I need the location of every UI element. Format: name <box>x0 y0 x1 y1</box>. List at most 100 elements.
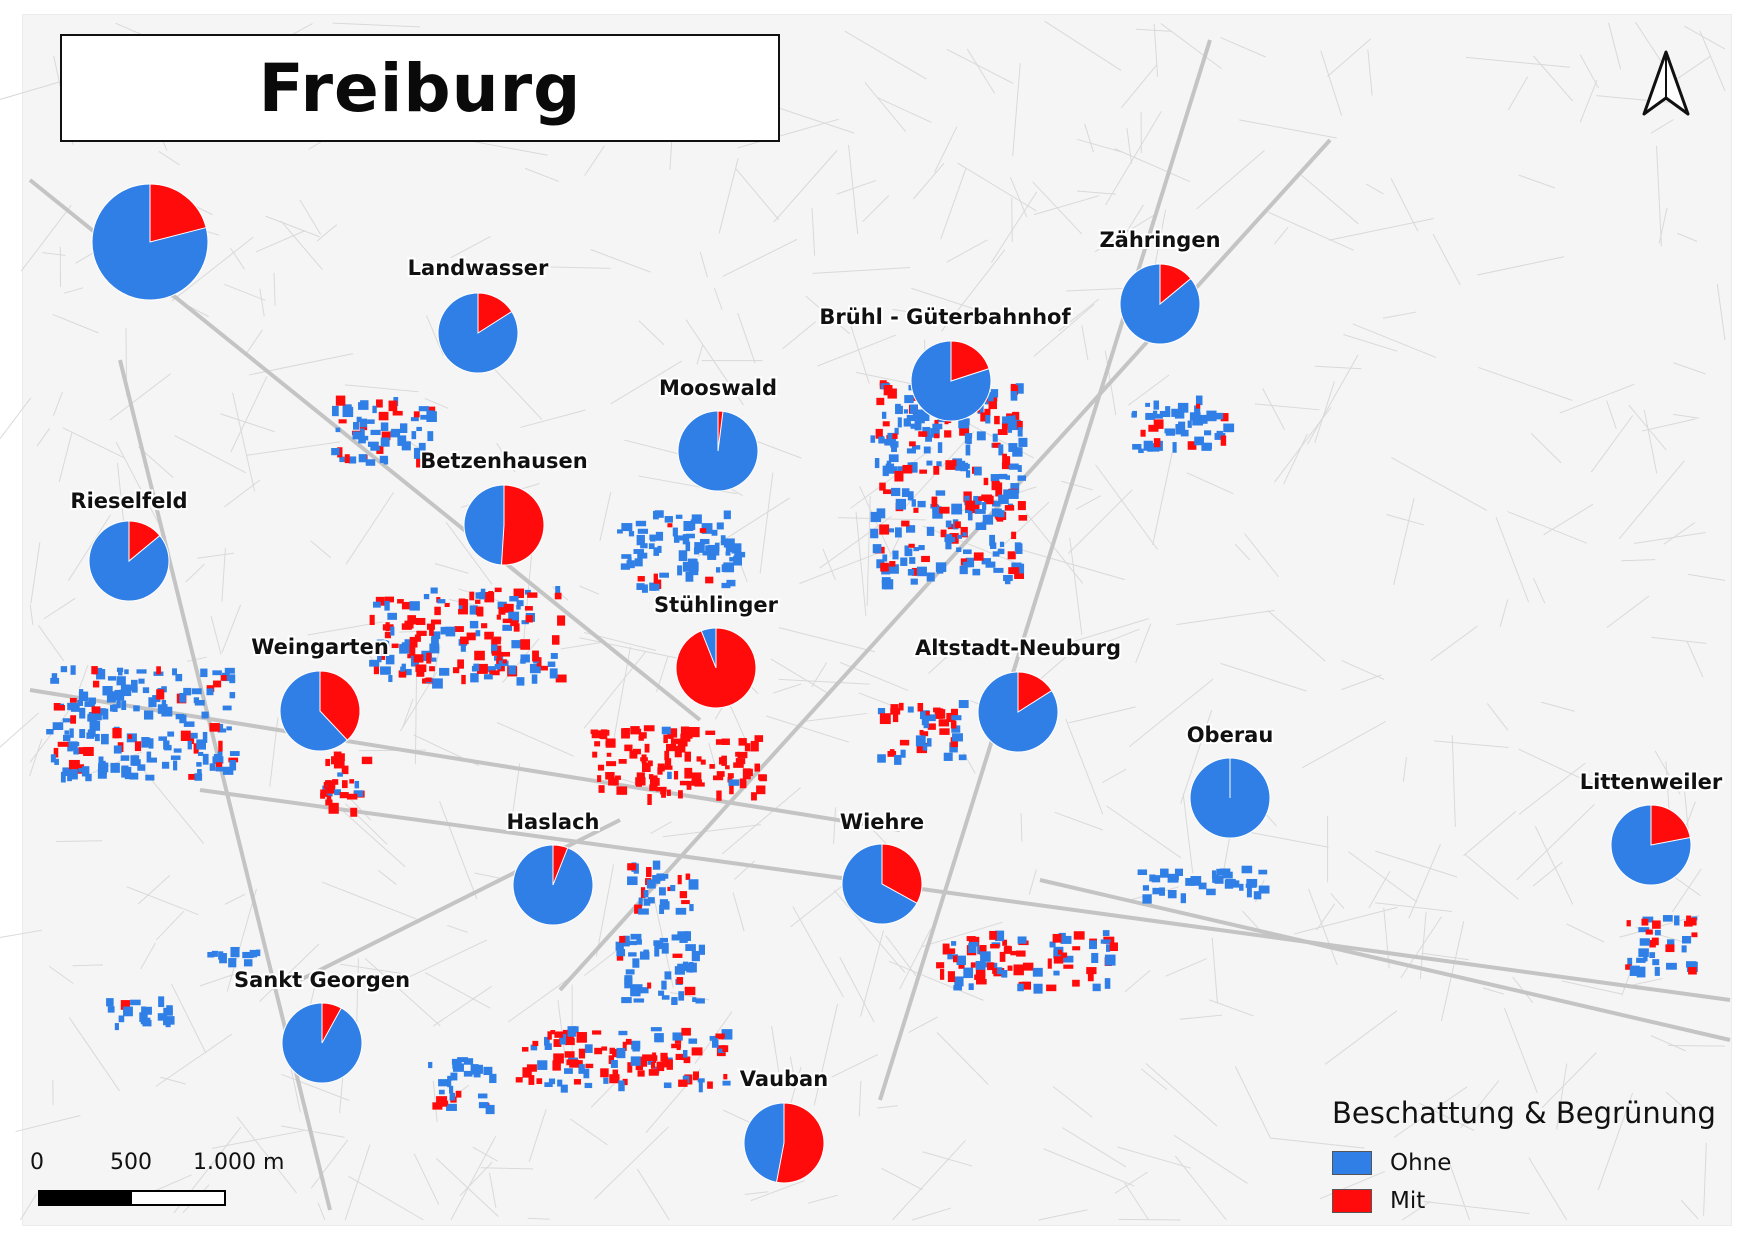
building <box>1172 442 1177 453</box>
building <box>605 772 615 780</box>
building <box>919 729 924 735</box>
building <box>951 725 961 733</box>
building <box>1225 878 1236 884</box>
building <box>426 652 432 664</box>
street <box>349 798 372 821</box>
building <box>980 951 991 962</box>
building <box>998 494 1009 504</box>
building <box>420 414 430 420</box>
building <box>73 748 79 755</box>
building <box>70 702 80 712</box>
building <box>945 460 956 470</box>
street <box>1054 811 1104 831</box>
building <box>1258 885 1270 894</box>
pie-altstadt-neuburg <box>977 671 1059 753</box>
street <box>1117 1146 1192 1169</box>
building <box>130 755 140 766</box>
building <box>981 558 991 565</box>
street <box>29 738 43 777</box>
building <box>401 601 413 610</box>
building <box>610 1060 618 1068</box>
building <box>549 668 558 679</box>
building <box>618 1080 625 1092</box>
building <box>127 734 133 739</box>
building <box>688 879 699 890</box>
building <box>884 438 896 446</box>
pie-slice-mit <box>477 292 513 334</box>
building <box>1008 463 1019 470</box>
district-labels: LandwasserRieselfeldBetzenhausenMooswald… <box>68 226 1724 1093</box>
building <box>397 599 404 604</box>
building <box>124 669 129 675</box>
building <box>637 576 645 582</box>
building <box>925 434 932 442</box>
building <box>892 711 899 723</box>
building <box>102 708 109 720</box>
building <box>392 410 403 416</box>
street <box>650 821 672 835</box>
building <box>1153 400 1160 410</box>
street <box>1541 1052 1597 1109</box>
street <box>171 983 207 1054</box>
label-sankt-georgen: Sankt Georgen <box>234 968 410 992</box>
street <box>722 238 798 277</box>
building <box>145 774 155 781</box>
street <box>778 678 870 685</box>
label-mooswald: Mooswald <box>659 376 777 400</box>
building <box>222 705 232 711</box>
building <box>973 495 979 505</box>
building <box>536 1078 543 1085</box>
street <box>1012 63 1021 156</box>
street <box>221 604 242 653</box>
building <box>688 566 699 576</box>
street <box>413 1153 440 1205</box>
building <box>890 704 899 715</box>
legend-item-mit: Mit <box>1332 1188 1425 1214</box>
building <box>882 465 889 477</box>
street <box>1684 25 1726 50</box>
building <box>431 636 439 645</box>
building <box>187 734 195 745</box>
building <box>667 886 672 892</box>
building <box>628 952 637 957</box>
street <box>699 251 708 278</box>
building <box>647 760 653 767</box>
street <box>364 958 441 1027</box>
street <box>770 658 829 694</box>
building <box>725 765 730 770</box>
building <box>331 756 341 765</box>
building <box>1180 893 1187 904</box>
building <box>636 534 645 546</box>
building <box>1049 941 1056 948</box>
building <box>454 626 464 632</box>
building <box>161 706 173 717</box>
building <box>976 431 986 441</box>
building <box>1046 984 1057 992</box>
building <box>992 433 998 442</box>
building <box>170 755 181 760</box>
building <box>1223 423 1235 433</box>
street <box>1566 923 1605 943</box>
street <box>636 1168 670 1221</box>
building <box>996 515 1004 522</box>
building <box>632 958 640 968</box>
building <box>720 535 726 546</box>
street <box>1643 409 1658 474</box>
building <box>373 665 379 675</box>
building <box>965 470 971 478</box>
building <box>158 996 165 1008</box>
building <box>146 751 152 763</box>
building <box>1145 402 1151 407</box>
building <box>625 1038 632 1045</box>
building <box>651 583 660 591</box>
building <box>509 595 519 602</box>
building <box>50 677 60 684</box>
building <box>590 729 599 734</box>
building <box>597 775 602 782</box>
street <box>1440 921 1465 1022</box>
building <box>217 751 223 758</box>
building <box>625 969 635 975</box>
street <box>772 683 802 694</box>
building <box>965 508 970 514</box>
building <box>1052 933 1062 943</box>
